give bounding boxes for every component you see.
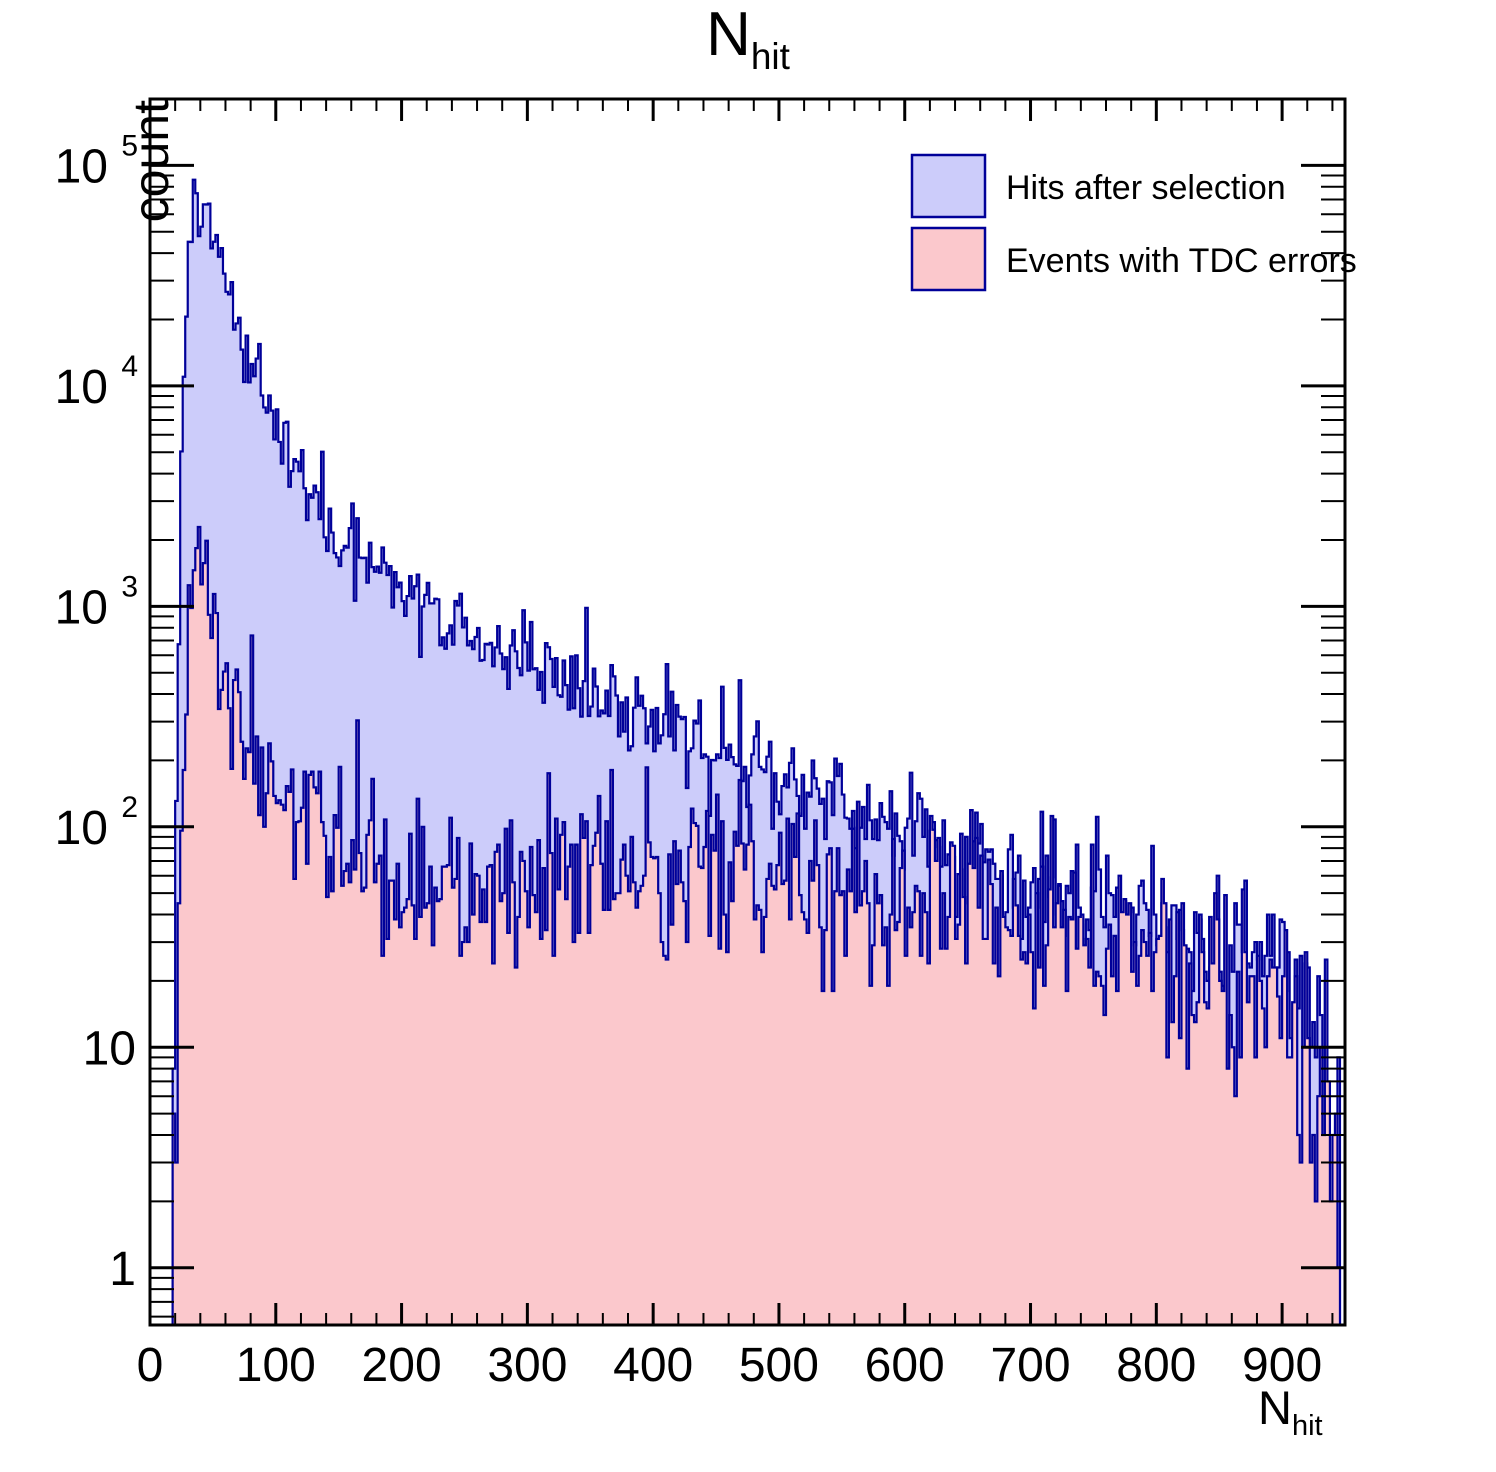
y-axis-tick-label-exponent: 3: [121, 570, 138, 603]
legend-swatch: [910, 226, 987, 292]
x-axis-title: Nhit: [1258, 1380, 1323, 1442]
y-axis-tick-label: 10 5: [55, 129, 138, 193]
x-axis-tick-label: 300: [487, 1339, 567, 1392]
y-axis-tick-label: 10 2: [55, 791, 138, 855]
axis-ticks-layer: [148, 98, 1345, 1325]
y-axis-tick-label: 10: [83, 1022, 136, 1075]
legend-entry-1[interactable]: Hits after selection: [910, 153, 1286, 219]
legend-label: Hits after selection: [1006, 169, 1286, 207]
y-axis-tick-label-base: 10: [83, 1022, 136, 1075]
y-axis-tick-label-base: 10: [55, 802, 108, 855]
x-axis-title-base: N: [1258, 1381, 1292, 1434]
axis-tick-labels-layer: 0 100 200 300 400 500 600 700 800 900 1 10 10 2 10 3 10 4…: [55, 129, 1323, 1392]
x-axis-tick-label: 0: [137, 1339, 164, 1392]
x-axis-tick-label: 900: [1242, 1339, 1322, 1392]
y-axis-tick-label: 1: [109, 1243, 136, 1296]
x-axis-tick-label: 500: [739, 1339, 819, 1392]
legend: Hits after selection Events with TDC erro…: [910, 153, 1357, 292]
y-axis-tick-label-base: 1: [109, 1243, 136, 1296]
x-axis-tick-label: 800: [1116, 1339, 1196, 1392]
plot-frame: [148, 97, 1347, 1327]
x-axis-title-subscript: hit: [1291, 1410, 1323, 1442]
y-axis-tick-label-base: 10: [55, 140, 108, 193]
y-axis-tick-label-exponent: 2: [121, 791, 138, 824]
y-axis-tick-label-base: 10: [55, 361, 108, 414]
histogram-fill: [150, 527, 1345, 1325]
legend-entry-2[interactable]: Events with TDC errors: [910, 226, 1357, 292]
x-axis-tick-label: 100: [236, 1339, 316, 1392]
page-title: Nhit: [0, 4, 1496, 76]
x-axis-tick-label: 200: [362, 1339, 442, 1392]
y-axis-tick-label-base: 10: [55, 581, 108, 634]
histogram-series-2: [150, 525, 1345, 1325]
x-axis-tick-label: 700: [990, 1339, 1070, 1392]
axis-frame-layer: [148, 97, 1347, 1327]
histogram-outline: [150, 525, 1345, 1325]
histogram-series-layer: [150, 178, 1345, 1325]
y-axis-tick-label-exponent: 5: [121, 129, 138, 162]
y-axis-tick-label-exponent: 4: [121, 350, 138, 383]
plot-title-base: N: [706, 0, 751, 69]
y-axis-tick-label: 10 4: [55, 350, 138, 414]
legend-label: Events with TDC errors: [1006, 242, 1357, 280]
legend-swatch: [910, 153, 987, 219]
plot-title-subscript: hit: [750, 36, 790, 77]
y-axis-tick-label: 10 3: [55, 570, 138, 634]
histogram-outline: [150, 178, 1345, 1325]
x-axis-tick-label: 400: [613, 1339, 693, 1392]
x-axis-tick-label: 600: [865, 1339, 945, 1392]
